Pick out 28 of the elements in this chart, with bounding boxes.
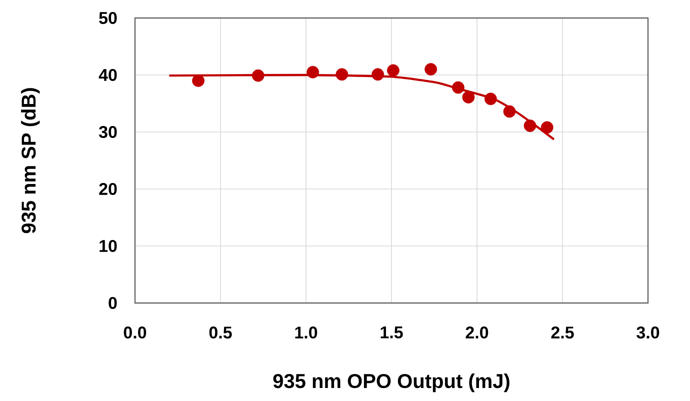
- x-tick-label: 2.5: [551, 326, 574, 339]
- x-tick-label: 2.0: [466, 326, 488, 339]
- y-tick-label: 30: [98, 126, 117, 138]
- point: [503, 105, 516, 118]
- point: [252, 69, 264, 82]
- point: [387, 64, 400, 77]
- point: [306, 66, 320, 78]
- y-tick-label: 0: [108, 296, 117, 310]
- point: [336, 68, 348, 81]
- point: [192, 74, 204, 87]
- y-tick-label: 40: [98, 68, 117, 82]
- y-tick-label: 10: [100, 240, 117, 252]
- point: [452, 81, 464, 94]
- point: [424, 63, 438, 76]
- x-axis-title: 935 nm OPO Output (mJ): [273, 373, 510, 392]
- point: [462, 91, 475, 104]
- point: [372, 68, 384, 81]
- x-tick-label: 0.0: [124, 326, 146, 339]
- y-tick-label: 20: [99, 182, 117, 196]
- point: [540, 121, 554, 134]
- point: [484, 92, 497, 106]
- point: [524, 120, 536, 132]
- y-tick-label: 50: [99, 12, 117, 24]
- x-tick-label: 1.5: [380, 326, 403, 338]
- x-tick-label: 1.0: [295, 326, 318, 339]
- x-tick-label: 3.0: [636, 326, 660, 339]
- y-axis-title: 935 nm SP (dB): [21, 88, 40, 234]
- x-tick-label: 0.5: [209, 326, 232, 339]
